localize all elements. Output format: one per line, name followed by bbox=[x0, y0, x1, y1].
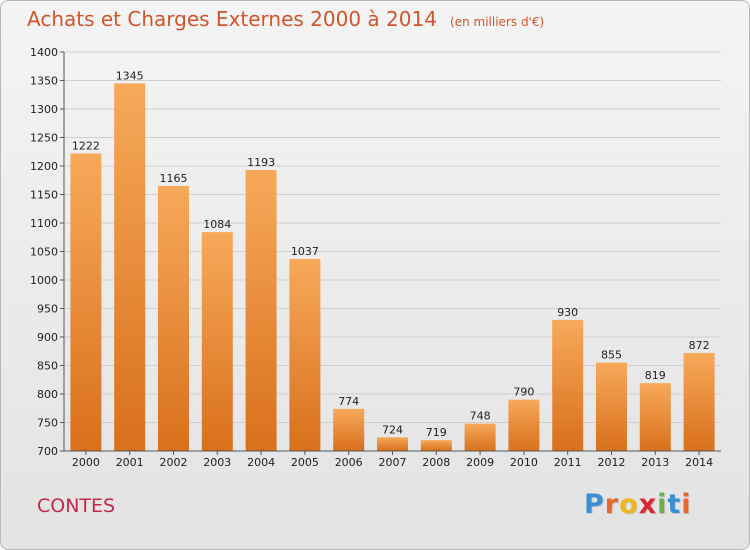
y-tick-label: 1350 bbox=[30, 75, 58, 88]
x-tick-label: 2012 bbox=[598, 456, 626, 469]
logo-letter: i bbox=[657, 489, 668, 520]
bar-value-label: 719 bbox=[426, 426, 447, 439]
bar-value-label: 748 bbox=[470, 410, 491, 423]
bar-value-label: 1193 bbox=[247, 156, 275, 169]
x-tick-label: 2006 bbox=[335, 456, 363, 469]
x-tick-label: 2001 bbox=[116, 456, 144, 469]
y-tick-label: 1050 bbox=[30, 246, 58, 259]
x-tick-label: 2014 bbox=[685, 456, 713, 469]
y-tick-label: 700 bbox=[37, 445, 58, 458]
logo-letter: x bbox=[638, 489, 658, 520]
bar bbox=[596, 362, 627, 451]
y-tick-label: 1300 bbox=[30, 103, 58, 116]
bar bbox=[420, 440, 452, 451]
bar-value-label: 724 bbox=[382, 423, 403, 436]
x-tick-label: 2011 bbox=[554, 456, 582, 469]
x-tick-label: 2009 bbox=[466, 456, 494, 469]
bar bbox=[639, 383, 671, 451]
logo-letter: t bbox=[667, 489, 682, 520]
bar bbox=[333, 408, 365, 451]
bar-value-label: 1084 bbox=[203, 218, 231, 231]
city-name: CONTES bbox=[37, 495, 116, 517]
bar bbox=[201, 232, 233, 451]
bar-value-label: 1037 bbox=[291, 245, 319, 258]
x-tick-label: 2004 bbox=[247, 456, 275, 469]
bar bbox=[683, 352, 715, 451]
y-tick-label: 850 bbox=[37, 360, 58, 373]
bar bbox=[114, 83, 146, 451]
axes-group: 700 750 800 850 900 950 1000 1050 1100 1150 1200 12… bbox=[30, 46, 721, 469]
y-tick-label: 750 bbox=[37, 417, 58, 430]
bar bbox=[245, 169, 277, 452]
bar bbox=[508, 399, 540, 451]
logo-letter: r bbox=[604, 489, 620, 520]
bar bbox=[158, 185, 189, 451]
x-tick-label: 2010 bbox=[510, 456, 538, 469]
bar bbox=[552, 319, 584, 451]
bar bbox=[70, 153, 102, 451]
x-tick-label: 2007 bbox=[379, 456, 407, 469]
logo-letter: o bbox=[619, 489, 639, 520]
bar-value-label: 790 bbox=[513, 386, 534, 399]
bar-value-label: 855 bbox=[601, 349, 622, 362]
proxiti-logo: Proxiti bbox=[584, 489, 692, 520]
y-tick-label: 900 bbox=[37, 331, 58, 344]
chart-title: Achats et Charges Externes 2000 à 2014 (… bbox=[27, 7, 544, 31]
x-tick-label: 2005 bbox=[291, 456, 319, 469]
bar bbox=[289, 258, 321, 451]
bar-value-label: 774 bbox=[338, 395, 359, 408]
logo-letter: P bbox=[584, 489, 605, 520]
chart-title-unit: (en milliers d'€) bbox=[450, 15, 545, 29]
y-tick-label: 1100 bbox=[30, 217, 58, 230]
bar-value-label: 930 bbox=[557, 306, 578, 319]
x-tick-label: 2013 bbox=[641, 456, 669, 469]
y-tick-label: 950 bbox=[37, 303, 58, 316]
bar bbox=[377, 437, 408, 451]
bar-value-label: 1165 bbox=[160, 172, 188, 185]
chart-title-main: Achats et Charges Externes 2000 à 2014 bbox=[27, 7, 437, 31]
y-tick-label: 1000 bbox=[30, 274, 58, 287]
bar-value-label: 819 bbox=[645, 369, 666, 382]
bars-group: 1222 1345 1165 1084 1193 1037 774 724 719 748 790 9… bbox=[70, 69, 715, 452]
logo-letter: i bbox=[681, 489, 692, 520]
x-tick-label: 2008 bbox=[422, 456, 450, 469]
x-tick-label: 2000 bbox=[72, 456, 100, 469]
x-tick-label: 2003 bbox=[203, 456, 231, 469]
bar-value-label: 1345 bbox=[116, 69, 144, 82]
y-tick-label: 1250 bbox=[30, 132, 58, 145]
y-tick-label: 1400 bbox=[30, 46, 58, 59]
bar bbox=[464, 423, 496, 451]
y-tick-label: 1150 bbox=[30, 189, 58, 202]
y-tick-label: 800 bbox=[37, 388, 58, 401]
bar-value-label: 872 bbox=[689, 339, 710, 352]
y-tick-label: 1200 bbox=[30, 160, 58, 173]
bar-value-label: 1222 bbox=[72, 139, 100, 152]
x-tick-label: 2002 bbox=[160, 456, 188, 469]
